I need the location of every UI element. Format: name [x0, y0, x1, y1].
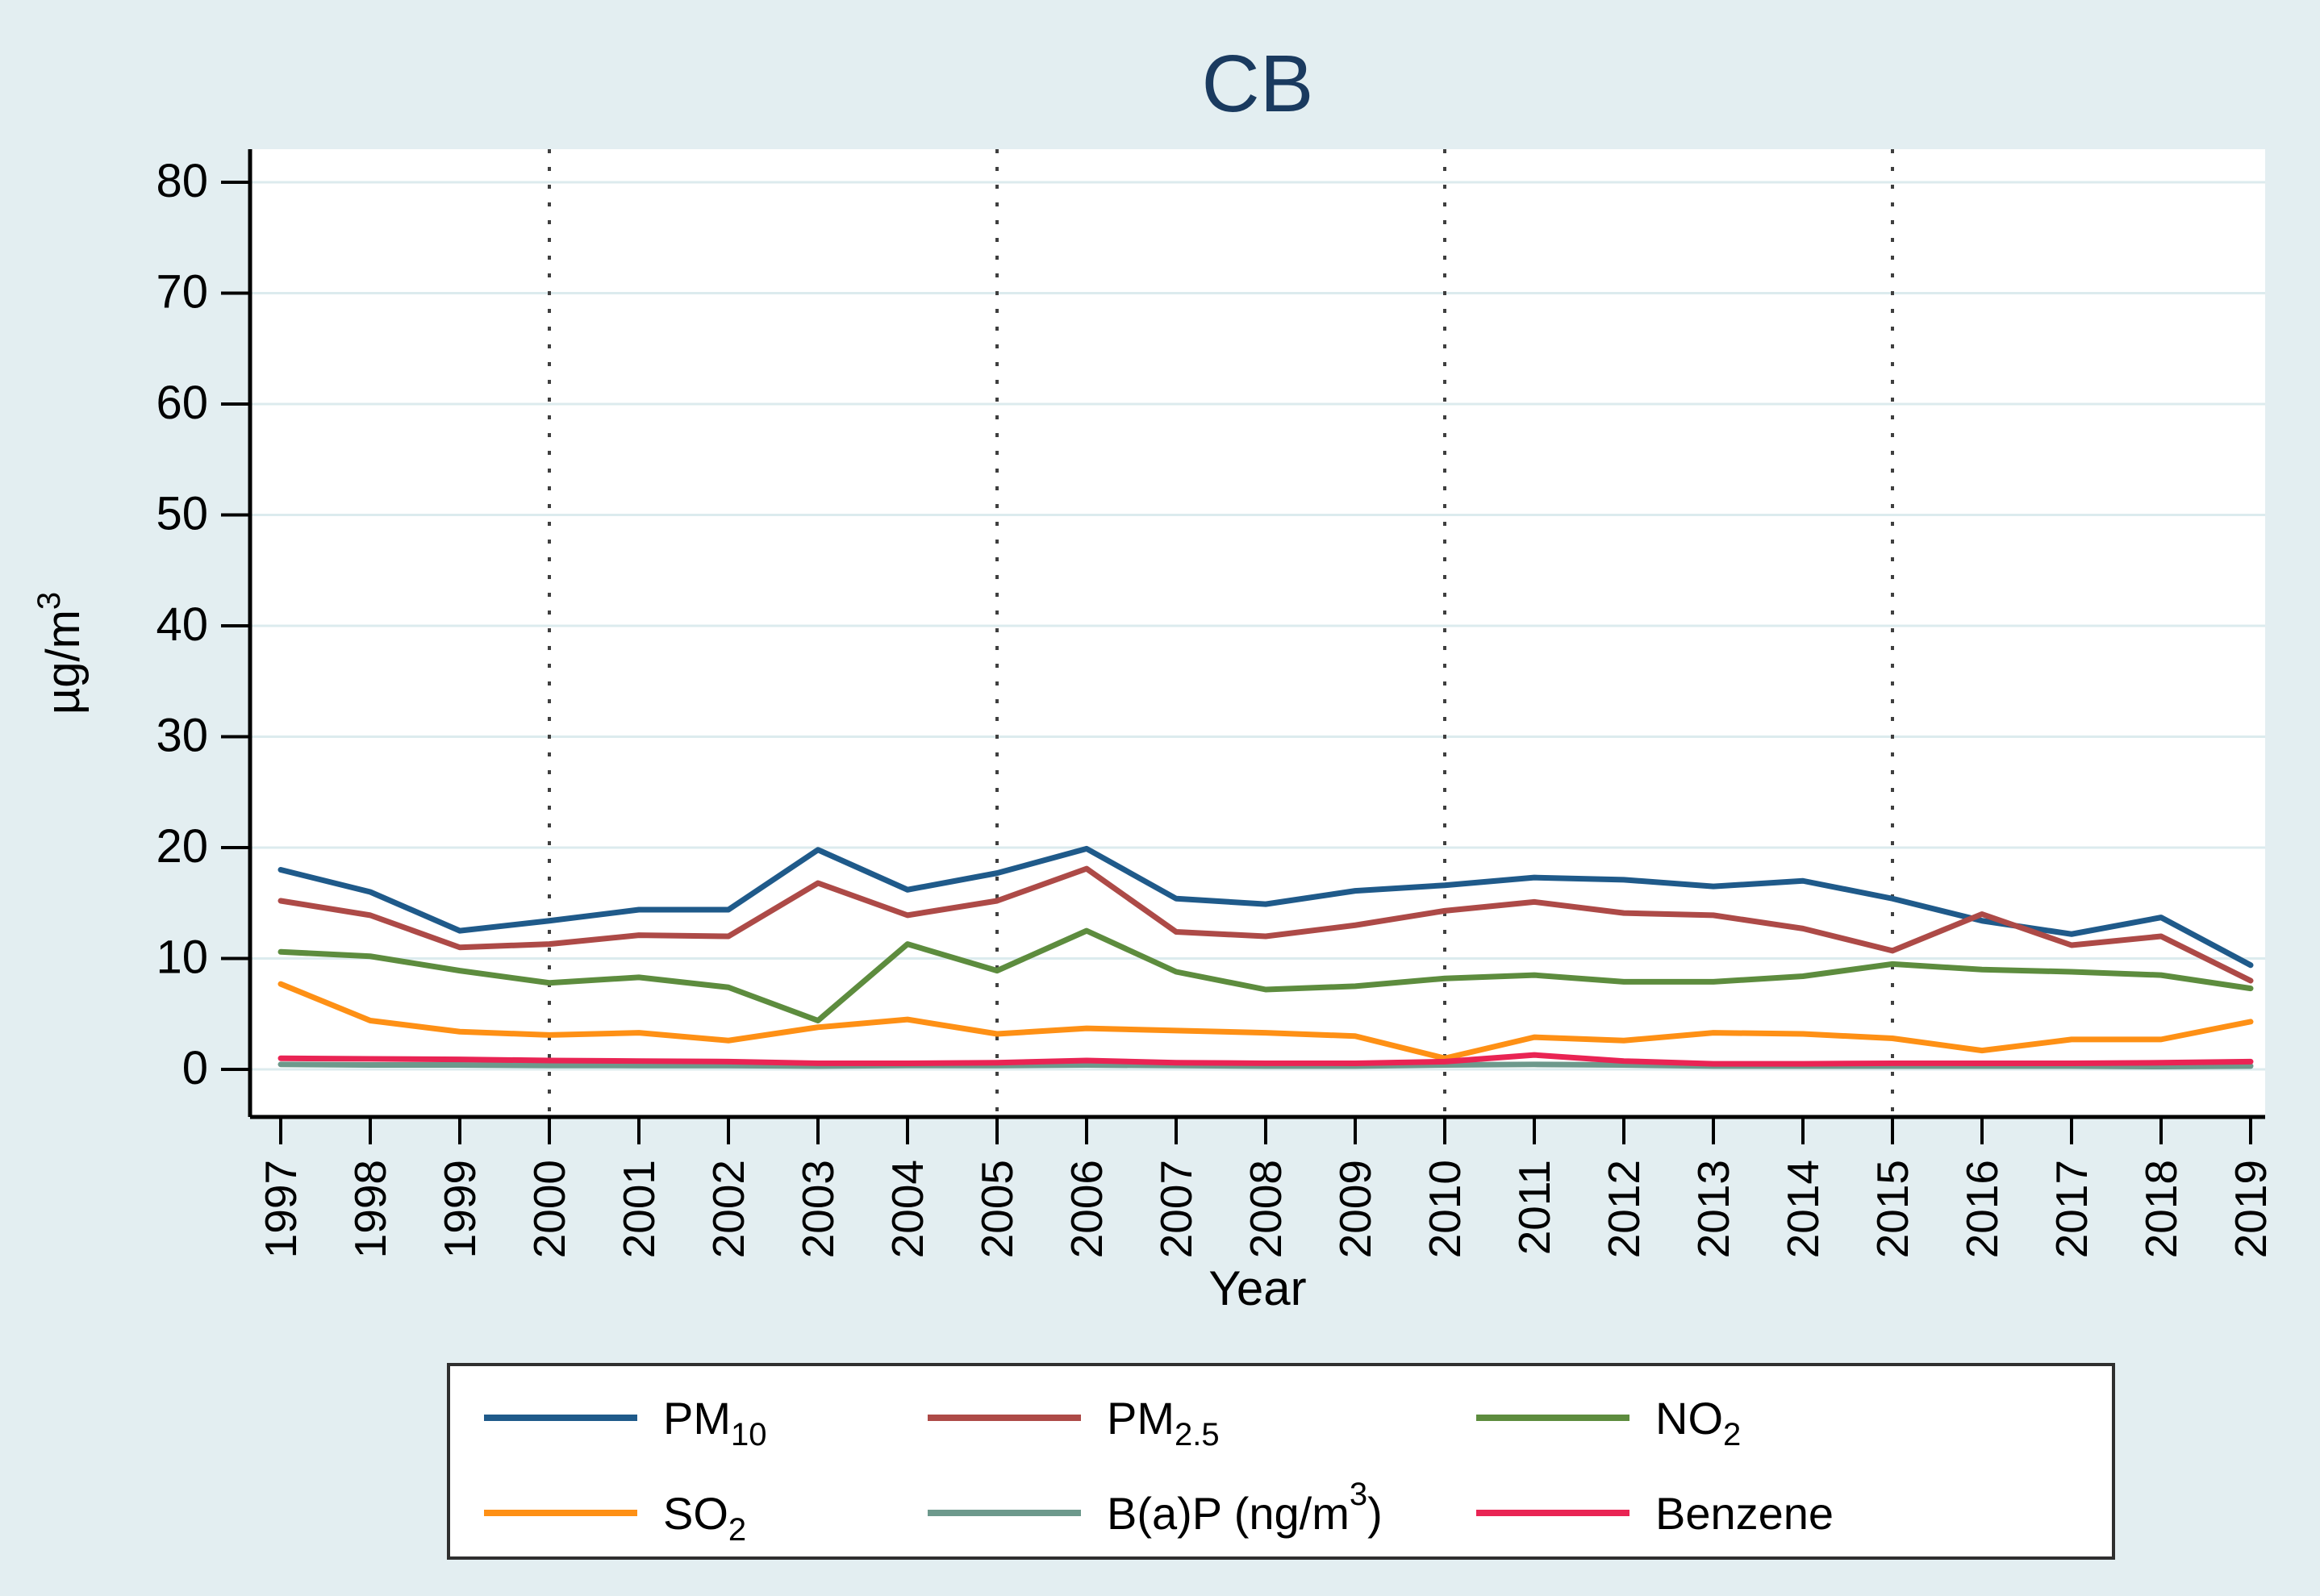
- x-tick-label-2013: 2013: [1688, 1160, 1738, 1258]
- x-tick-label-2012: 2012: [1599, 1160, 1649, 1258]
- x-tick-label-2004: 2004: [883, 1160, 933, 1258]
- legend-box: [447, 1363, 2115, 1560]
- x-tick-label-2014: 2014: [1778, 1160, 1828, 1258]
- x-tick-label-2001: 2001: [614, 1160, 664, 1258]
- x-tick-label-2006: 2006: [1062, 1160, 1112, 1258]
- legend-label-pm10: PM10: [663, 1393, 767, 1452]
- x-axis-title: Year: [1208, 1261, 1306, 1315]
- series-line-so2: [277, 981, 2254, 1061]
- x-tick-label-2019: 2019: [2226, 1160, 2276, 1258]
- x-tick-label-1997: 1997: [256, 1160, 306, 1258]
- x-tick-label-2005: 2005: [972, 1160, 1022, 1258]
- legend-label-pm2-5: PM2.5: [1107, 1393, 1220, 1452]
- plot-area: 0 10 20 30 40 50 60 70 80 1997 1998 1999 2000 2001 200…: [156, 149, 2276, 1560]
- legend-label-no2: NO2: [1655, 1393, 1741, 1452]
- y-tick-label-30: 30: [156, 710, 208, 762]
- y-axis-title: µg/m3: [31, 592, 90, 715]
- series-line-benzene: [277, 1052, 2254, 1067]
- legend-label-b-a-p-ng-m3-: B(a)P (ng/m3): [1107, 1477, 1383, 1539]
- y-tick-label-10: 10: [156, 931, 208, 984]
- x-tick-label-2007: 2007: [1151, 1160, 1201, 1258]
- x-tick-label-2016: 2016: [1957, 1160, 2007, 1258]
- series-line-pm2-5: [277, 865, 2254, 984]
- plot-background: [250, 149, 2265, 1117]
- legend-label-so2: SO2: [663, 1488, 746, 1548]
- x-tick-label-2017: 2017: [2047, 1160, 2097, 1258]
- x-tick-label-2003: 2003: [793, 1160, 843, 1258]
- series-line-pm10: [277, 845, 2254, 969]
- x-tick-label-1998: 1998: [345, 1160, 395, 1258]
- chart-title: CB: [1202, 39, 1314, 129]
- y-tick-label-60: 60: [156, 377, 208, 429]
- y-tick-label-50: 50: [156, 488, 208, 540]
- y-tick-label-40: 40: [156, 598, 208, 651]
- series-line-no2: [277, 927, 2254, 1023]
- x-tick-label-2009: 2009: [1330, 1160, 1380, 1258]
- y-tick-label-70: 70: [156, 266, 208, 319]
- x-tick-label-2008: 2008: [1241, 1160, 1291, 1258]
- x-tick-label-2011: 2011: [1509, 1160, 1559, 1255]
- x-tick-label-2015: 2015: [1867, 1160, 1917, 1258]
- y-tick-label-80: 80: [156, 155, 208, 207]
- x-tick-label-2000: 2000: [524, 1160, 574, 1258]
- x-tick-label-2018: 2018: [2136, 1160, 2186, 1258]
- legend-label-benzene: Benzene: [1655, 1488, 1834, 1539]
- y-tick-label-0: 0: [182, 1042, 208, 1094]
- y-tick-label-20: 20: [156, 820, 208, 873]
- x-tick-label-2002: 2002: [703, 1160, 753, 1258]
- x-tick-label-2010: 2010: [1420, 1160, 1470, 1258]
- x-tick-label-1999: 1999: [435, 1160, 485, 1258]
